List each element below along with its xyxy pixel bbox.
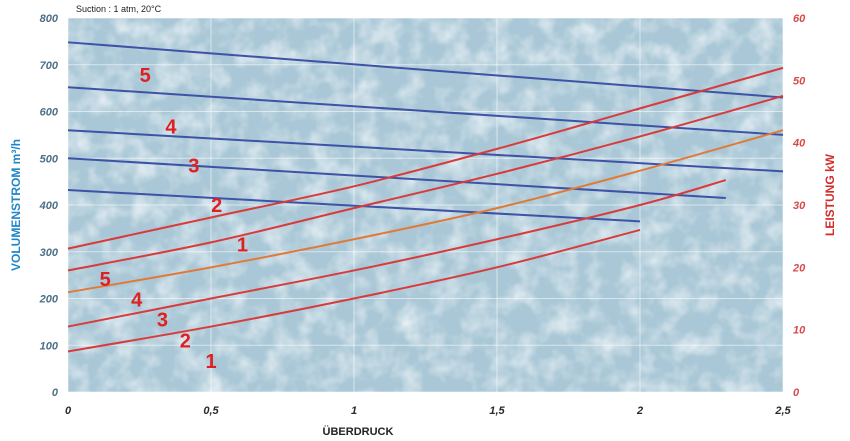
power-line-4 <box>67 94 784 272</box>
y-left-tick-label: 0 <box>52 387 59 399</box>
power-curves <box>67 66 784 353</box>
axis-ticks: 0 0,5 1 1,5 2 2,50100200300400500600700800010… <box>39 13 806 417</box>
y-right-tick-label: 0 <box>793 387 800 399</box>
curve-label: 1 <box>237 235 248 257</box>
curve-label: 4 <box>165 116 177 138</box>
y-left-tick-label: 300 <box>40 247 59 259</box>
y-left-tick-label: 700 <box>40 60 59 72</box>
x-tick-label: 2 <box>636 405 643 417</box>
y-right-tick-label: 40 <box>792 138 806 150</box>
curve-label: 2 <box>211 195 222 217</box>
curve-label: 2 <box>180 331 191 353</box>
y-left-tick-label: 100 <box>40 340 59 352</box>
y-left-tick-label: 800 <box>40 13 59 25</box>
x-tick-label: 1,5 <box>489 405 505 417</box>
curve-label: 4 <box>131 289 143 311</box>
power-line-3 <box>67 129 784 294</box>
left-axis-title: VOLUMENSTROM m³/h <box>9 139 23 271</box>
x-tick-label: 1 <box>351 405 357 417</box>
flow-line-4 <box>67 86 784 136</box>
flow-curves <box>67 41 784 223</box>
x-tick-label: 2,5 <box>774 405 791 417</box>
flow-line-2 <box>67 157 726 199</box>
power-line-1 <box>67 228 641 353</box>
curve-label: 3 <box>188 156 199 178</box>
y-right-tick-label: 50 <box>793 75 806 87</box>
x-axis-title: ÜBERDRUCK <box>323 425 394 438</box>
right-axis-title: LEISTUNG kW <box>823 153 837 236</box>
y-left-tick-label: 600 <box>40 107 59 119</box>
x-tick-label: 0,5 <box>203 405 219 417</box>
y-left-tick-label: 200 <box>39 294 59 306</box>
flow-line-1 <box>67 189 641 223</box>
power-line-2 <box>67 179 727 328</box>
y-left-tick-label: 400 <box>39 200 59 212</box>
conditions-note: Suction : 1 atm, 20°C <box>76 4 162 14</box>
y-right-tick-label: 30 <box>793 200 806 212</box>
curve-label: 1 <box>205 351 216 373</box>
y-left-tick-label: 500 <box>40 153 59 165</box>
y-right-tick-label: 60 <box>793 13 806 25</box>
y-right-tick-label: 10 <box>793 325 806 337</box>
power-line-5 <box>67 66 784 250</box>
flow-line-5 <box>67 41 784 99</box>
curve-label: 3 <box>157 310 168 332</box>
gridlines <box>67 17 784 393</box>
curve-label: 5 <box>140 65 151 87</box>
x-tick-label: 0 <box>65 405 72 417</box>
y-right-tick-label: 20 <box>792 262 806 274</box>
curve-label: 5 <box>100 269 111 291</box>
